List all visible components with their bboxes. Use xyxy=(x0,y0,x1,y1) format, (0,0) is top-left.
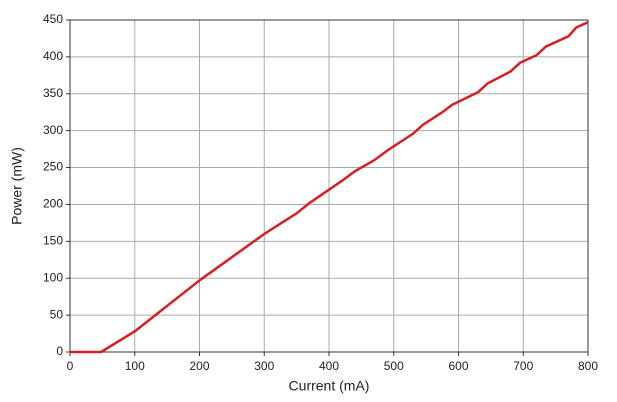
x-tick-label: 200 xyxy=(189,359,209,373)
plot-frame xyxy=(69,19,589,353)
y-tick-label: 0 xyxy=(56,344,63,358)
x-tick-label: 600 xyxy=(448,359,468,373)
x-tick-label: 100 xyxy=(125,359,145,373)
y-tick-label: 300 xyxy=(43,123,63,137)
x-tick-label: 0 xyxy=(67,359,74,373)
y-tick-label: 150 xyxy=(43,234,63,248)
y-tick-label: 450 xyxy=(43,12,63,26)
x-tick-label: 300 xyxy=(254,359,274,373)
x-tick-label: 700 xyxy=(513,359,533,373)
y-tick-label: 100 xyxy=(43,270,63,284)
y-tick-label: 250 xyxy=(43,160,63,174)
x-tick-label: 400 xyxy=(319,359,339,373)
y-tick-label: 400 xyxy=(43,49,63,63)
data-line xyxy=(70,21,589,354)
x-tick-label: 800 xyxy=(578,359,598,373)
x-axis-label: Current (mA) xyxy=(289,378,370,394)
y-tick-label: 200 xyxy=(43,197,63,211)
x-tick-label: 500 xyxy=(384,359,404,373)
y-tick-label: 350 xyxy=(43,86,63,100)
y-axis-label: Power (mW) xyxy=(9,147,25,225)
y-tick-label: 50 xyxy=(50,307,64,321)
